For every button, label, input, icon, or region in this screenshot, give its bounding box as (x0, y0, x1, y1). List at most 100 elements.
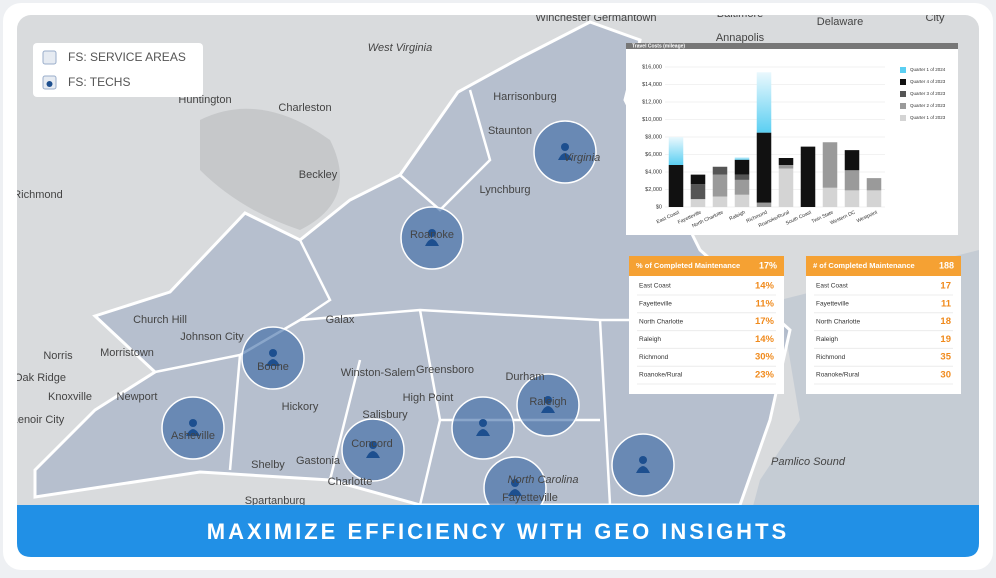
map-label: Lenoir City (12, 414, 65, 426)
bar-segment (756, 132, 772, 203)
map-label: Richmond (13, 189, 63, 201)
map-label: Hickory (282, 401, 319, 413)
legend-swatch (42, 50, 57, 65)
map-label: Spartanburg (245, 495, 306, 507)
y-tick-label: $4,000 (645, 169, 662, 175)
map-label: Harrisonburg (493, 91, 557, 103)
bar-segment (756, 202, 772, 207)
tech-area (516, 373, 580, 437)
table-value: 30 (940, 370, 951, 381)
map-labels: Winchester Germantown Baltimore Delaware Cit… (12, 8, 945, 507)
terrain (200, 108, 340, 230)
map-label: Baltimore (717, 8, 763, 20)
table-header-label: % of Completed Maintenance (636, 261, 740, 270)
table-cell: Roanoke/Rural (816, 372, 860, 379)
bar-segment (712, 196, 728, 207)
legend-icon (46, 81, 53, 87)
y-tick-label: $10,000 (642, 117, 662, 123)
map-label: Durham (505, 371, 544, 383)
map-label: Concord (351, 438, 393, 450)
bar-segment (734, 159, 750, 175)
bar-segment (778, 168, 794, 207)
tech-body (366, 451, 380, 458)
tech-body (541, 406, 555, 413)
bar-segment (734, 179, 750, 195)
map-label: Fayetteville (502, 492, 558, 504)
chart-header (626, 43, 958, 49)
table-cell: East Coast (816, 283, 848, 290)
bar-segment (690, 199, 706, 207)
map-label: Winchester (535, 12, 590, 24)
tech-body (636, 466, 650, 473)
tech-head (479, 419, 487, 427)
map-label: Lynchburg (480, 184, 531, 196)
map-label: Oak Ridge (14, 372, 66, 384)
tech-area (611, 433, 675, 497)
table-cell: North Charlotte (816, 318, 860, 325)
table-value: 17% (755, 316, 775, 327)
tech-head (369, 441, 377, 449)
map-label: Morristown (100, 347, 154, 359)
tech-area (161, 396, 225, 460)
legend-label: FS: TECHS (68, 75, 130, 89)
table-panel (629, 256, 784, 394)
map-label: High Point (403, 392, 454, 404)
legend-swatch (900, 103, 906, 109)
table-cell: Roanoke/Rural (639, 372, 683, 379)
bar-segment (778, 158, 794, 165)
tech-head (639, 456, 647, 464)
bar-segment (866, 190, 882, 207)
map-label: City (926, 12, 945, 24)
table-header-label: # of Completed Maintenance (813, 261, 915, 270)
tech-head (544, 396, 552, 404)
bar-segment (734, 157, 750, 160)
table-panel (806, 256, 961, 394)
chart-title: Travel Costs (mileage) (632, 43, 685, 49)
tech-head (269, 349, 277, 357)
tech-body (508, 489, 522, 496)
bar-segment (734, 174, 750, 180)
map-label: Asheville (171, 430, 215, 442)
bar-segment (866, 178, 882, 191)
bar-segment (844, 150, 860, 171)
table-value: 11 (941, 298, 952, 309)
table-header-value: 17% (759, 260, 777, 270)
map-label: North Carolina (508, 474, 579, 486)
map-label: Beckley (299, 169, 338, 181)
tech-area (533, 120, 597, 184)
map-label: Pamlico Sound (771, 456, 846, 468)
y-tick-label: $16,000 (642, 64, 662, 70)
bar-segment (844, 190, 860, 207)
table-cell: Raleigh (639, 336, 661, 343)
y-tick-label: $2,000 (645, 187, 662, 193)
map-label: Germantown (594, 12, 657, 24)
map-label: Galax (326, 314, 355, 326)
bar-segment (690, 184, 706, 200)
map-label: Charlotte (328, 476, 373, 488)
map-label: Delaware (817, 16, 863, 28)
table-value: 14% (755, 334, 775, 345)
map-label: Newport (117, 391, 158, 403)
table-cell: Richmond (639, 354, 669, 361)
map-label: Annapolis (716, 32, 765, 44)
legend-swatch (900, 91, 906, 97)
map-legend (33, 43, 203, 97)
table-value: 30% (755, 352, 775, 363)
table-value: 14% (755, 281, 775, 292)
map-label: Winston-Salem (341, 367, 416, 379)
table-value: 19 (940, 334, 951, 345)
tech-area (451, 396, 515, 460)
tech-head (428, 229, 436, 237)
legend-label: Quarter 1 of 2023 (910, 115, 946, 120)
y-tick-label: $0 (656, 204, 662, 210)
tech-head (561, 143, 569, 151)
techs (161, 120, 675, 520)
tech-body (186, 429, 200, 436)
bar-segment (778, 165, 794, 169)
map-label: Shelby (251, 459, 285, 471)
table-header (806, 256, 961, 276)
table-cell: Raleigh (816, 336, 838, 343)
table-cell: North Charlotte (639, 318, 683, 325)
table-header-value: 188 (939, 260, 954, 270)
